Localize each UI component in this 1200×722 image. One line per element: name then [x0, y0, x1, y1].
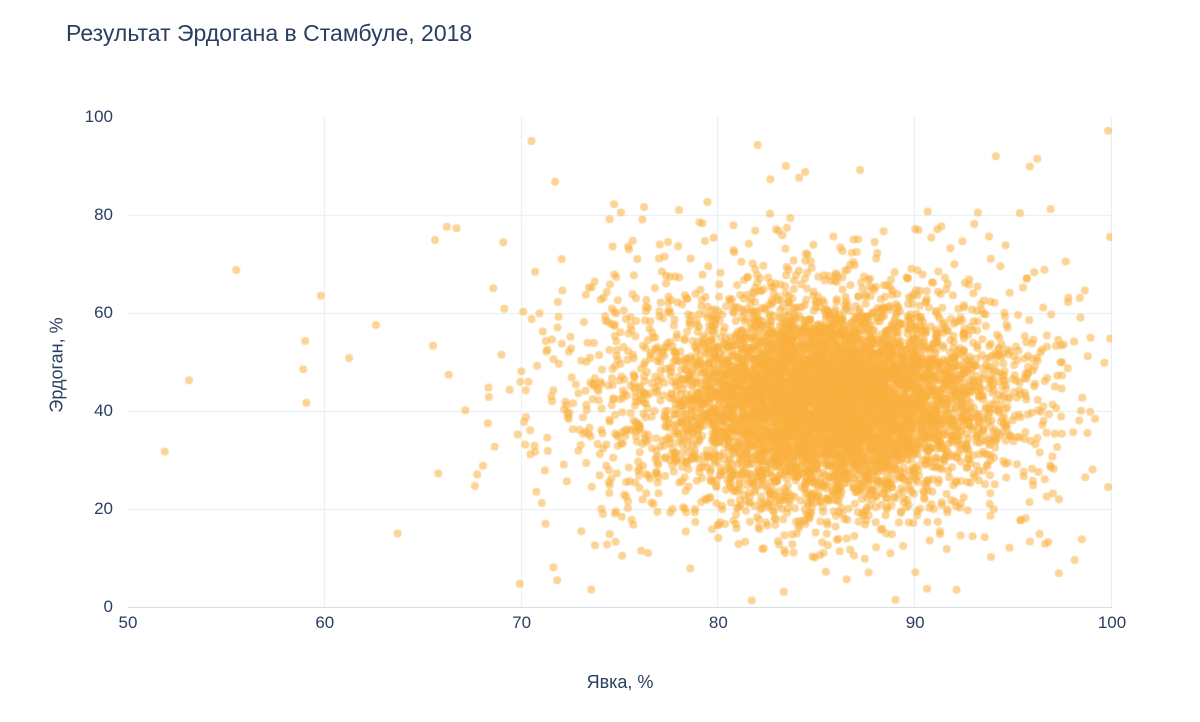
x-tick-label: 90 — [905, 613, 925, 632]
x-axis-title: Явка, % — [586, 672, 654, 692]
x-tick-label: 80 — [708, 613, 728, 632]
y-tick-label: 100 — [84, 107, 113, 126]
x-tick-label: 70 — [512, 613, 532, 632]
y-axis-title: Эрдоган, % — [46, 317, 67, 413]
x-tick-label: 60 — [315, 613, 335, 632]
x-tick-label: 100 — [1097, 613, 1127, 632]
y-tick-label: 20 — [94, 499, 113, 518]
y-tick-label: 40 — [94, 401, 113, 420]
plot-area[interactable] — [128, 117, 1112, 608]
y-tick-label: 80 — [94, 205, 113, 224]
x-tick-label: 50 — [118, 613, 138, 632]
scatter-plot-canvas[interactable] — [128, 117, 1112, 607]
y-tick-label: 60 — [94, 303, 113, 322]
y-tick-label: 0 — [103, 597, 113, 616]
chart-title: Результат Эрдогана в Стамбуле, 2018 — [66, 20, 473, 46]
